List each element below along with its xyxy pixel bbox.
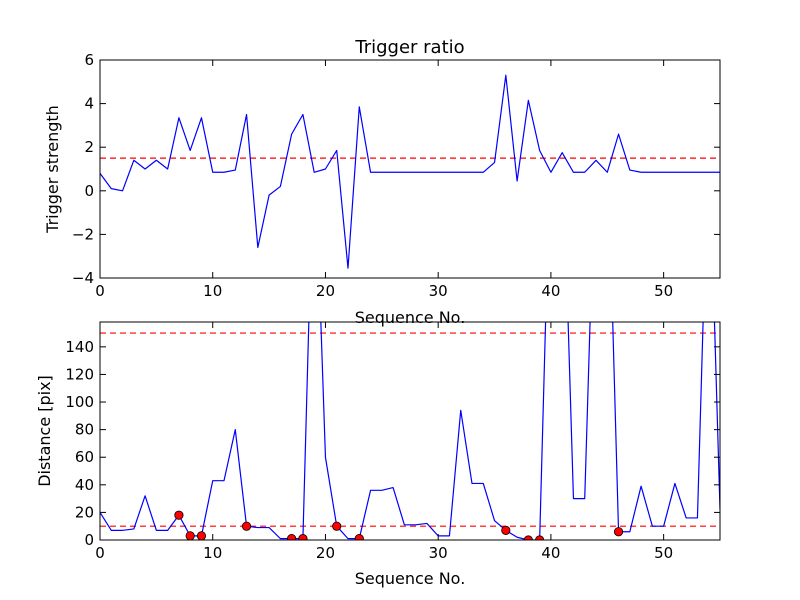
- distance-y-tick-label: 140: [65, 338, 94, 356]
- highlighted-point: [354, 534, 364, 540]
- distance-y-tick-label: 20: [75, 503, 94, 521]
- distance-y-tick-label: 100: [65, 393, 94, 411]
- highlighted-point: [332, 521, 342, 531]
- distance-x-tick-label: 20: [316, 544, 335, 562]
- highlighted-point: [174, 510, 184, 520]
- distance-x-tick-label: 30: [429, 544, 448, 562]
- distance-y-tick-label: 40: [75, 476, 94, 494]
- trigger-y-tick-label: −2: [72, 225, 94, 243]
- distance-x-tick-label: 10: [203, 544, 222, 562]
- trigger-plot-area: [100, 74, 720, 269]
- distance-x-tick-label: 50: [654, 544, 673, 562]
- distance-x-tick-label: 40: [541, 544, 560, 562]
- trigger-y-tick-label: −4: [72, 269, 94, 287]
- trigger-x-tick-label: 0: [95, 282, 105, 300]
- trigger-y-tick-label: 0: [84, 182, 94, 200]
- trigger-x-tick-label: 50: [654, 282, 673, 300]
- trigger-x-axis-label: Sequence No.: [355, 308, 466, 327]
- distance-x-axis-label: Sequence No.: [355, 569, 466, 588]
- trigger-series-line-0: [100, 74, 720, 269]
- distance-series-line-0: [100, 322, 720, 540]
- highlighted-point: [298, 534, 308, 540]
- distance-axis-ticks: 0 10 20 30 40 50 0 20 40 60 80 100 120 140: [65, 322, 720, 562]
- highlighted-point: [196, 531, 207, 540]
- trigger-y-axis-label: Trigger strength: [43, 105, 62, 234]
- highlighted-point: [287, 534, 297, 540]
- distance-y-tick-label: 0: [84, 531, 94, 549]
- distance-subplot: 0 10 20 30 40 50 0 20 40 60 80 100 120 140 Sequence N…: [35, 321, 721, 588]
- highlighted-point: [501, 525, 511, 535]
- trigger-y-tick-label: 6: [84, 51, 94, 69]
- distance-axes-frame: [99, 321, 721, 541]
- trigger-x-tick-label: 40: [541, 282, 560, 300]
- trigger-y-tick-label: 4: [84, 95, 94, 113]
- distance-y-tick-label: 80: [75, 421, 94, 439]
- trigger-ratio-subplot: Trigger ratio 0 10 20 30 40 50 −4 −2 0 2 4 6 Sequen…: [43, 37, 721, 327]
- chart-title: Trigger ratio: [354, 37, 464, 58]
- trigger-y-tick-label: 2: [84, 138, 94, 156]
- trigger-x-tick-label: 30: [429, 282, 448, 300]
- trigger-axes-frame: [99, 59, 721, 279]
- highlighted-point: [185, 531, 195, 540]
- distance-y-tick-label: 120: [65, 365, 94, 383]
- distance-y-axis-label: Distance [pix]: [35, 375, 54, 487]
- distance-y-tick-label: 60: [75, 448, 94, 466]
- trigger-axis-ticks: 0 10 20 30 40 50 −4 −2 0 2 4 6: [72, 51, 720, 300]
- distance-x-tick-label: 0: [95, 544, 105, 562]
- trigger-x-tick-label: 20: [316, 282, 335, 300]
- highlighted-point: [241, 521, 252, 531]
- distance-plot-area: [100, 322, 720, 540]
- highlighted-point: [613, 527, 624, 537]
- trigger-x-tick-label: 10: [203, 282, 222, 300]
